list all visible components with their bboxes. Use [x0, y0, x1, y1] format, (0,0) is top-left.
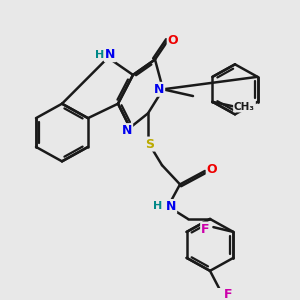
Text: N: N [154, 83, 164, 96]
Text: O: O [207, 163, 217, 176]
Text: N: N [166, 200, 176, 213]
Text: CH₃: CH₃ [234, 102, 255, 112]
Text: H: H [95, 50, 105, 60]
Text: H: H [153, 202, 163, 212]
Text: S: S [146, 138, 154, 151]
Text: O: O [168, 34, 178, 47]
Text: F: F [201, 223, 210, 236]
Text: N: N [105, 48, 115, 61]
Text: F: F [224, 288, 232, 300]
Text: N: N [122, 124, 132, 137]
